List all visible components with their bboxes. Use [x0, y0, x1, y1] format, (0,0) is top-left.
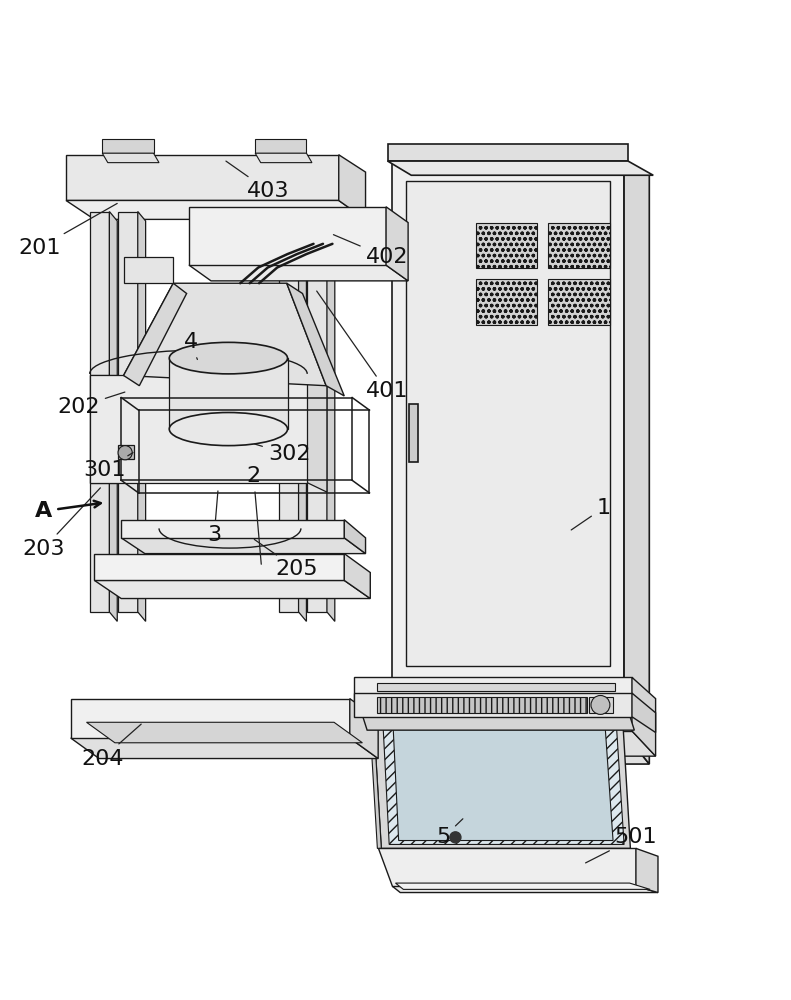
Polygon shape — [392, 161, 624, 733]
Polygon shape — [123, 257, 173, 283]
Circle shape — [450, 832, 461, 843]
Polygon shape — [350, 699, 378, 759]
Text: 302: 302 — [255, 444, 310, 464]
Polygon shape — [279, 212, 298, 612]
Text: 402: 402 — [334, 235, 408, 267]
Polygon shape — [121, 538, 365, 554]
Polygon shape — [121, 520, 344, 538]
Polygon shape — [307, 375, 327, 492]
Polygon shape — [476, 279, 537, 325]
Polygon shape — [377, 697, 587, 713]
Polygon shape — [66, 200, 365, 219]
Polygon shape — [102, 153, 159, 163]
Polygon shape — [589, 697, 613, 713]
Polygon shape — [354, 731, 656, 756]
Polygon shape — [393, 727, 613, 841]
Polygon shape — [344, 520, 365, 554]
Polygon shape — [369, 717, 381, 848]
Polygon shape — [354, 693, 632, 717]
Text: 204: 204 — [81, 724, 141, 769]
Polygon shape — [354, 677, 632, 731]
Polygon shape — [632, 693, 656, 733]
Polygon shape — [138, 212, 146, 621]
Text: 5: 5 — [437, 819, 463, 847]
Polygon shape — [476, 223, 537, 268]
Polygon shape — [94, 580, 370, 599]
Polygon shape — [255, 153, 312, 163]
Polygon shape — [86, 722, 362, 743]
Polygon shape — [409, 404, 418, 462]
Polygon shape — [307, 212, 327, 612]
Polygon shape — [189, 265, 408, 281]
Polygon shape — [632, 677, 656, 756]
Polygon shape — [548, 223, 610, 268]
Polygon shape — [66, 155, 339, 200]
Polygon shape — [377, 683, 615, 691]
Circle shape — [118, 446, 132, 460]
Text: 401: 401 — [316, 291, 408, 401]
Polygon shape — [339, 155, 365, 219]
Polygon shape — [189, 207, 386, 265]
Circle shape — [591, 695, 610, 714]
Text: 301: 301 — [83, 453, 133, 480]
Polygon shape — [94, 554, 344, 580]
Polygon shape — [344, 554, 370, 599]
Polygon shape — [102, 139, 153, 153]
Polygon shape — [396, 883, 650, 889]
Text: A: A — [36, 501, 100, 521]
Polygon shape — [378, 848, 636, 886]
Polygon shape — [286, 283, 344, 396]
Polygon shape — [70, 738, 378, 759]
Polygon shape — [70, 699, 350, 738]
Polygon shape — [406, 181, 610, 666]
Polygon shape — [392, 733, 649, 764]
Polygon shape — [386, 207, 408, 281]
Polygon shape — [388, 161, 653, 175]
Text: 1: 1 — [571, 498, 611, 530]
Ellipse shape — [169, 413, 287, 446]
Text: 2: 2 — [247, 466, 261, 564]
Polygon shape — [636, 848, 658, 893]
Text: 3: 3 — [207, 491, 221, 545]
Text: 403: 403 — [226, 161, 290, 201]
Polygon shape — [89, 212, 109, 612]
Polygon shape — [392, 886, 658, 893]
Polygon shape — [388, 144, 628, 161]
Polygon shape — [123, 283, 187, 386]
Polygon shape — [169, 358, 287, 429]
Polygon shape — [89, 375, 307, 483]
Text: 201: 201 — [18, 203, 117, 258]
Polygon shape — [624, 161, 649, 764]
Text: 4: 4 — [184, 332, 198, 359]
Polygon shape — [548, 279, 610, 325]
Polygon shape — [298, 212, 306, 621]
Polygon shape — [89, 375, 118, 483]
Polygon shape — [327, 212, 335, 621]
Text: 202: 202 — [58, 392, 125, 417]
Polygon shape — [109, 212, 117, 621]
Polygon shape — [123, 283, 326, 386]
Text: 203: 203 — [22, 488, 100, 559]
Polygon shape — [373, 717, 630, 848]
Polygon shape — [383, 722, 624, 844]
Ellipse shape — [169, 342, 287, 374]
Polygon shape — [118, 445, 134, 459]
Text: 205: 205 — [255, 539, 318, 579]
Polygon shape — [361, 713, 634, 730]
Polygon shape — [118, 212, 138, 612]
Polygon shape — [255, 139, 306, 153]
Text: 501: 501 — [585, 827, 657, 863]
